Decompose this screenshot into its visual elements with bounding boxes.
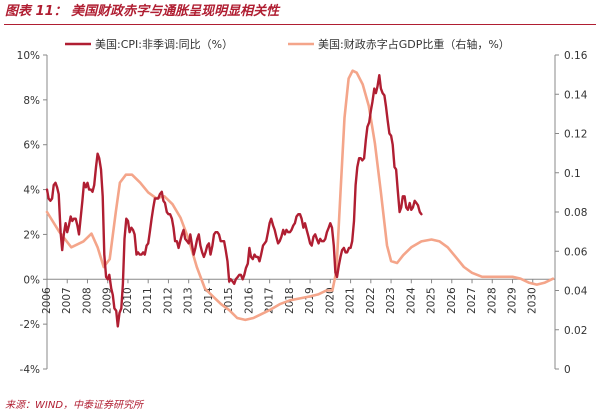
x-tick-label: 2027	[466, 287, 478, 314]
x-tick-label: 2007	[61, 287, 73, 314]
right-tick-label: 0.1	[564, 168, 581, 180]
x-tick-label: 2023	[385, 287, 397, 314]
x-tick-label: 2019	[304, 287, 316, 314]
left-tick-label: 6%	[23, 140, 40, 152]
x-tick-label: 2029	[506, 287, 518, 314]
left-tick-label: -4%	[20, 364, 40, 376]
left-axis-ticks: -4% -2% 0% 2% 4% 6% 8% 10%	[17, 50, 47, 376]
chart-axes	[46, 55, 556, 369]
right-tick-label: 0.04	[564, 286, 588, 298]
title-rule	[4, 24, 596, 25]
right-axis-ticks: 0 0.02 0.04 0.06 0.08 0.1 0.12 0.14 0.16	[555, 50, 588, 376]
left-tick-label: 8%	[23, 95, 40, 107]
left-tick-label: 0%	[23, 274, 40, 286]
right-tick-label: 0.14	[564, 89, 588, 101]
left-tick-label: 10%	[17, 50, 40, 62]
x-tick-label: 2020	[324, 287, 336, 314]
x-tick-label: 2013	[183, 287, 195, 314]
left-tick-label: 4%	[23, 185, 40, 197]
x-tick-label: 2009	[102, 287, 114, 314]
figure-title: 图表 11： 美国财政赤字与通胀呈现明显相关性	[5, 4, 280, 19]
x-tick-label: 2016	[243, 287, 255, 314]
x-tick-label: 2021	[345, 287, 357, 314]
right-tick-label: 0.12	[564, 129, 587, 141]
x-tick-label: 2024	[405, 287, 417, 314]
x-tick-label: 2025	[426, 287, 438, 314]
left-tick-label: 2%	[23, 229, 40, 241]
right-tick-label: 0.06	[564, 246, 588, 258]
right-tick-label: 0.16	[564, 50, 588, 62]
left-tick-label: -2%	[20, 319, 40, 331]
right-tick-label: 0.02	[564, 325, 587, 337]
x-axis-ticks: 2006 2007 2008 2009 2010 2011 2012 2013 2014 2015…	[41, 279, 539, 314]
legend-item-deficit-label: 美国:财政赤字占GDP比重（右轴，%）	[318, 37, 510, 51]
x-tick-label: 2026	[446, 287, 458, 314]
x-tick-label: 2011	[142, 287, 154, 314]
x-tick-label: 2022	[365, 287, 377, 314]
right-tick-label: 0.08	[564, 207, 587, 219]
legend: 美国:CPI:非季调:同比（%） 美国:财政赤字占GDP比重（右轴，%）	[65, 37, 510, 51]
series-line-cpi	[45, 74, 423, 328]
x-tick-label: 2006	[41, 287, 53, 314]
x-tick-label: 2010	[122, 287, 134, 314]
x-tick-label: 2028	[486, 287, 498, 314]
right-tick-label: 0	[564, 364, 571, 376]
source-note: 来源：WIND，中泰证券研究所	[5, 400, 144, 411]
x-tick-label: 2030	[527, 287, 539, 314]
x-tick-label: 2012	[162, 287, 174, 314]
x-tick-label: 2008	[81, 287, 93, 314]
series-line-deficit	[45, 69, 555, 322]
series-layer	[45, 69, 555, 328]
legend-item-cpi-label: 美国:CPI:非季调:同比（%）	[95, 38, 233, 51]
